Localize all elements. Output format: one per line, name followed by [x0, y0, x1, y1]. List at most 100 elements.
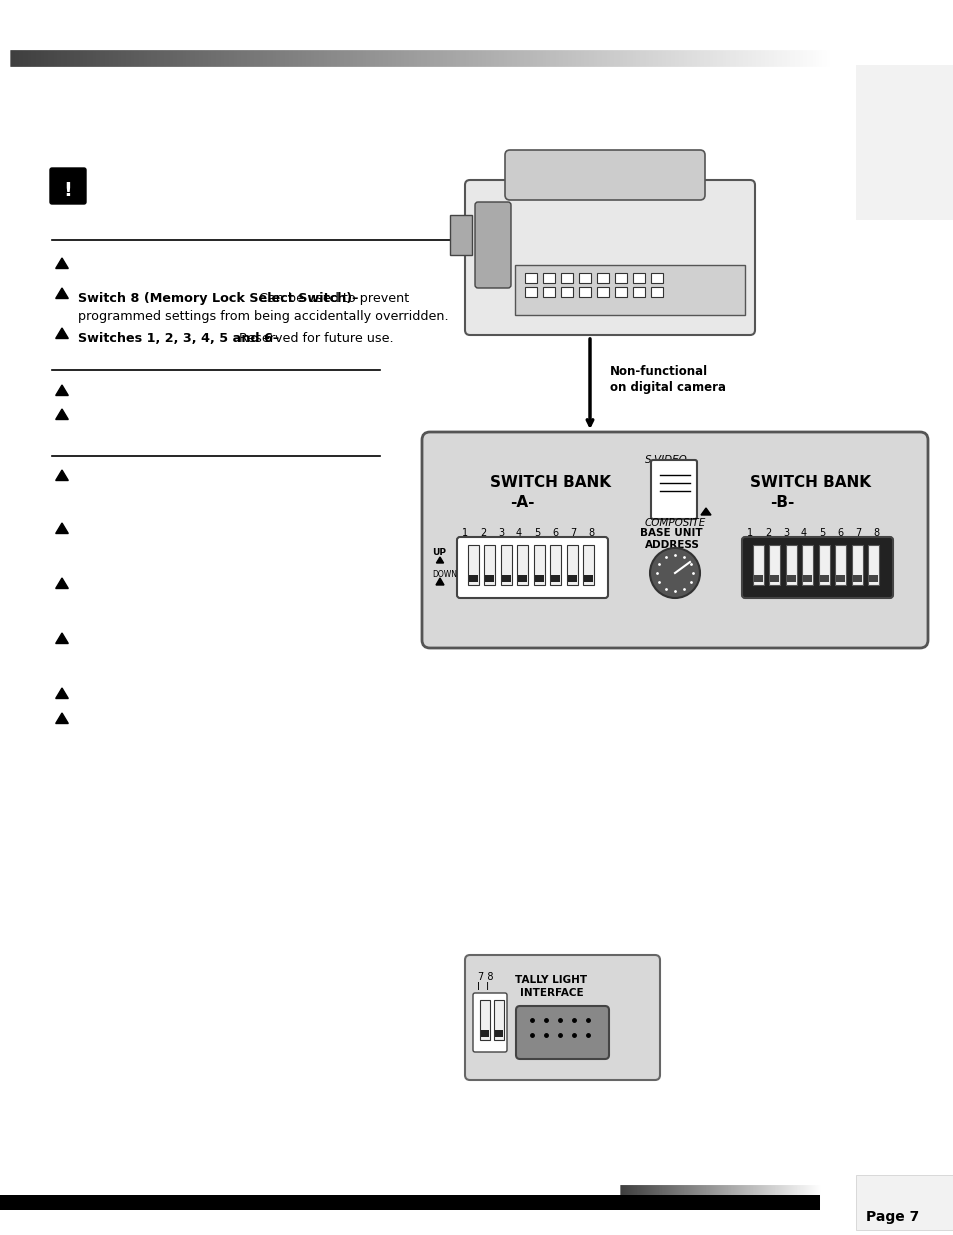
- Bar: [615, 287, 626, 296]
- Text: Switches 1, 2, 3, 4, 5 and 6–: Switches 1, 2, 3, 4, 5 and 6–: [78, 332, 279, 345]
- Text: 2: 2: [764, 529, 770, 538]
- Text: Can be used to prevent: Can be used to prevent: [258, 291, 409, 305]
- Bar: [753, 576, 762, 582]
- Bar: [542, 273, 555, 283]
- Text: S-VIDEO: S-VIDEO: [644, 454, 687, 466]
- Bar: [584, 576, 593, 582]
- Polygon shape: [55, 522, 69, 534]
- Text: 4: 4: [516, 529, 521, 538]
- Bar: [801, 545, 813, 585]
- Text: Reserved for future use.: Reserved for future use.: [234, 332, 394, 345]
- Bar: [633, 273, 644, 283]
- Bar: [560, 287, 573, 296]
- Bar: [868, 576, 878, 582]
- Text: -A-: -A-: [510, 495, 534, 510]
- Polygon shape: [687, 459, 694, 466]
- Bar: [485, 576, 494, 582]
- Text: ADDRESS: ADDRESS: [644, 540, 700, 550]
- Bar: [469, 576, 477, 582]
- Bar: [835, 545, 845, 585]
- Bar: [484, 545, 495, 585]
- Bar: [583, 545, 594, 585]
- Bar: [855, 1174, 953, 1230]
- Bar: [752, 545, 763, 585]
- Bar: [480, 1030, 489, 1037]
- Bar: [867, 545, 879, 585]
- Bar: [566, 545, 578, 585]
- Bar: [535, 576, 543, 582]
- Bar: [785, 545, 796, 585]
- Bar: [524, 287, 537, 296]
- Text: 7: 7: [854, 529, 861, 538]
- Bar: [820, 576, 828, 582]
- Bar: [786, 576, 795, 582]
- Polygon shape: [700, 508, 710, 515]
- FancyBboxPatch shape: [475, 203, 511, 288]
- Circle shape: [649, 548, 700, 598]
- FancyBboxPatch shape: [456, 537, 607, 598]
- Text: Page 7: Page 7: [865, 1210, 919, 1224]
- Text: !: !: [64, 180, 72, 200]
- Polygon shape: [55, 385, 69, 395]
- Polygon shape: [55, 471, 69, 480]
- Text: 2: 2: [479, 529, 486, 538]
- Text: 1: 1: [746, 529, 752, 538]
- Text: 6: 6: [836, 529, 842, 538]
- Bar: [802, 576, 812, 582]
- Bar: [515, 266, 744, 315]
- Text: 1: 1: [461, 529, 468, 538]
- Bar: [650, 273, 662, 283]
- Bar: [534, 545, 544, 585]
- Text: 7: 7: [569, 529, 576, 538]
- Bar: [542, 287, 555, 296]
- Bar: [818, 545, 829, 585]
- Bar: [500, 545, 512, 585]
- Text: 4: 4: [801, 529, 806, 538]
- FancyBboxPatch shape: [464, 180, 754, 335]
- Text: I  I: I I: [476, 982, 489, 992]
- Text: UP: UP: [432, 548, 446, 557]
- FancyBboxPatch shape: [464, 955, 659, 1079]
- Text: Non-functional: Non-functional: [609, 366, 707, 378]
- Bar: [560, 273, 573, 283]
- Text: SWITCH BANK: SWITCH BANK: [749, 475, 870, 490]
- Text: Switch 8 (Memory Lock Select Switch)–: Switch 8 (Memory Lock Select Switch)–: [78, 291, 358, 305]
- Bar: [518, 576, 527, 582]
- Bar: [501, 576, 511, 582]
- Polygon shape: [436, 578, 443, 585]
- Text: TALLY LIGHT: TALLY LIGHT: [515, 974, 586, 986]
- Polygon shape: [55, 713, 69, 724]
- Bar: [567, 576, 577, 582]
- Bar: [551, 576, 560, 582]
- Polygon shape: [55, 409, 69, 420]
- Text: 3: 3: [782, 529, 788, 538]
- Text: 5: 5: [818, 529, 824, 538]
- Text: SWITCH BANK: SWITCH BANK: [490, 475, 610, 490]
- Text: 7 8: 7 8: [477, 972, 493, 982]
- Bar: [550, 545, 561, 585]
- FancyBboxPatch shape: [650, 459, 697, 519]
- FancyBboxPatch shape: [473, 993, 506, 1052]
- Bar: [650, 287, 662, 296]
- Text: 6: 6: [552, 529, 558, 538]
- Bar: [468, 545, 478, 585]
- Bar: [494, 1000, 503, 1040]
- Bar: [517, 545, 528, 585]
- FancyBboxPatch shape: [516, 1007, 608, 1058]
- Text: 8: 8: [872, 529, 878, 538]
- Polygon shape: [55, 288, 69, 299]
- Text: DOWN: DOWN: [432, 571, 456, 579]
- Bar: [597, 273, 608, 283]
- Polygon shape: [55, 578, 69, 589]
- Bar: [852, 576, 862, 582]
- Bar: [770, 576, 779, 582]
- Bar: [615, 273, 626, 283]
- Polygon shape: [55, 634, 69, 643]
- FancyBboxPatch shape: [50, 168, 86, 204]
- FancyBboxPatch shape: [421, 432, 927, 648]
- Bar: [495, 1030, 502, 1037]
- Polygon shape: [55, 329, 69, 338]
- Bar: [450, 215, 472, 254]
- Bar: [524, 273, 537, 283]
- Bar: [851, 545, 862, 585]
